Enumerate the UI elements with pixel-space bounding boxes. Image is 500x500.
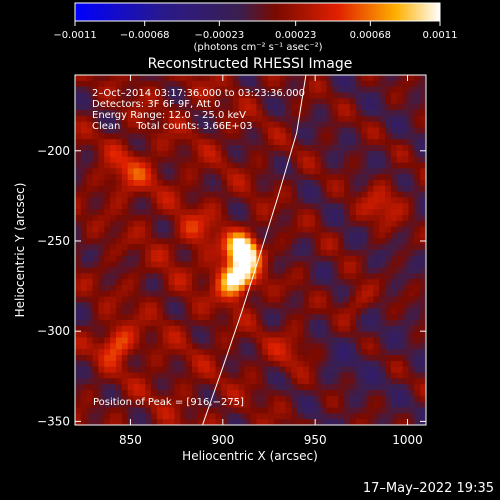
x-tick-label: 900 (211, 433, 234, 447)
solar-limb-line (202, 75, 307, 425)
colorbar-tick-label: 0.00023 (275, 30, 316, 41)
colorbar-tick-label: −0.0011 (53, 30, 96, 41)
plot-frame (74, 74, 427, 426)
y-axis-label: Heliocentric Y (arcsec) (13, 183, 27, 318)
y-tick-label: −250 (37, 234, 70, 248)
colorbar-tick-label: −0.00068 (120, 30, 170, 41)
energy-range-annotation: Energy Range: 12.0 – 25.0 keV (92, 110, 246, 121)
colorbar (74, 2, 441, 22)
x-tick-label: 950 (304, 433, 327, 447)
peak-position-annotation: Position of Peak = [916,−275] (93, 397, 244, 408)
x-tick-label: 850 (119, 433, 142, 447)
y-tick-label: −300 (37, 324, 70, 338)
colorbar-tick-label: −0.00023 (194, 30, 244, 41)
x-tick-label: 1000 (392, 433, 423, 447)
colorbar-tick-label: 0.0011 (423, 30, 458, 41)
footer-date: 17–May–2022 19:35 (362, 481, 494, 496)
heatmap-image (75, 75, 426, 425)
y-tick-label: −200 (37, 144, 70, 158)
x-axis-label: Heliocentric X (arcsec) (182, 449, 318, 463)
chart-title: Reconstructed RHESSI Image (148, 56, 353, 72)
y-tick-label: −350 (37, 414, 70, 428)
time-range-annotation: 2–Oct–2014 03:17:36.000 to 03:23:36.000 (92, 88, 306, 99)
detectors-annotation: Detectors: 3F 6F 9F, Att 0 (92, 99, 221, 110)
colorbar-tick-label: 0.00068 (350, 30, 391, 41)
colorbar-unit-label: (photons cm⁻² s⁻¹ asec⁻²) (193, 42, 322, 53)
clean-counts-annotation: Clean Total counts: 3.66E+03 (92, 121, 253, 132)
